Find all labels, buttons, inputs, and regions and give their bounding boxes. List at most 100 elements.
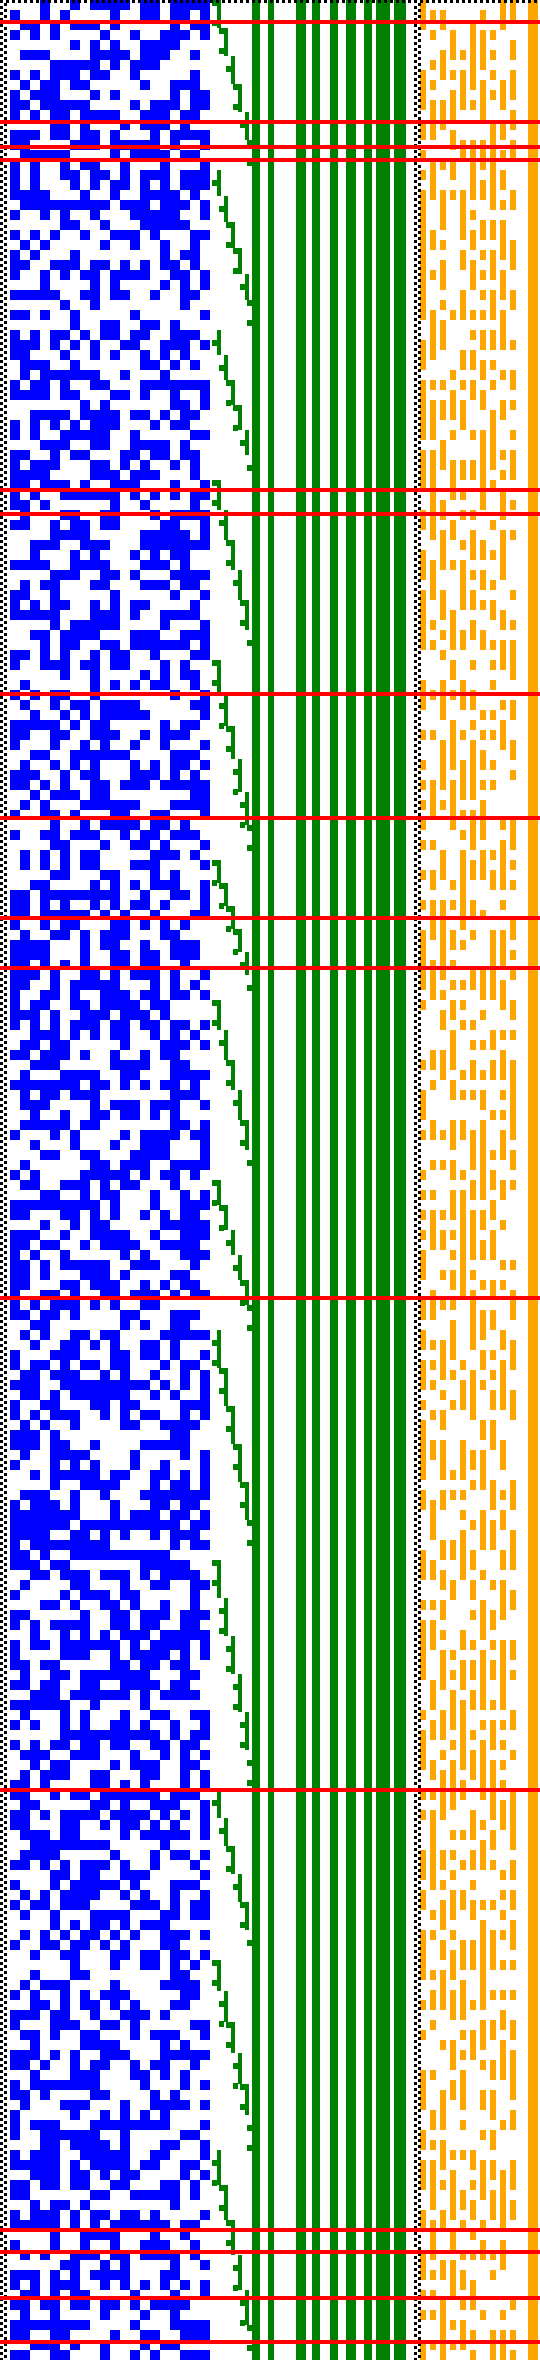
orange-cell: [420, 2070, 426, 2080]
separator-dot: [414, 1362, 417, 1365]
noise-cell: [100, 400, 110, 410]
noise-cell: [120, 1630, 130, 1640]
noise-cell: [150, 190, 160, 200]
noise-cell: [110, 110, 120, 120]
orange-cell: [510, 1930, 516, 1940]
noise-cell: [90, 200, 100, 210]
noise-cell: [50, 290, 60, 300]
noise-cell: [160, 670, 170, 680]
noise-cell: [20, 980, 30, 990]
orange-cell: [430, 620, 436, 630]
noise-cell: [100, 1530, 110, 1540]
orange-cell: [470, 620, 476, 630]
noise-cell: [170, 1180, 180, 1190]
stair-cell: [240, 1722, 245, 1728]
orange-cell: [470, 2180, 476, 2190]
noise-cell: [60, 790, 70, 800]
orange-cell: [430, 2290, 436, 2300]
noise-cell: [80, 1380, 90, 1390]
orange-cell: [450, 1320, 456, 1330]
orange-cell: [500, 1330, 506, 1340]
noise-cell: [110, 50, 120, 60]
noise-cell: [40, 1520, 50, 1530]
left-border-dot: [0, 282, 3, 285]
noise-cell: [130, 1380, 140, 1390]
noise-cell: [160, 160, 170, 170]
orange-cell: [450, 2260, 456, 2270]
orange-cell: [460, 880, 466, 890]
noise-cell: [50, 230, 60, 240]
stair-bar: [231, 726, 235, 759]
noise-cell: [200, 1140, 210, 1150]
left-border-dot: [0, 870, 3, 873]
noise-cell: [50, 1940, 60, 1950]
orange-cell: [480, 640, 486, 650]
stair-cell: [219, 520, 224, 526]
noise-cell: [10, 1880, 20, 1890]
noise-cell: [100, 2150, 110, 2160]
orange-cell: [510, 1060, 516, 1070]
noise-cell: [150, 630, 160, 640]
noise-cell: [100, 980, 110, 990]
separator-dot: [418, 969, 421, 972]
noise-cell: [140, 1010, 150, 1020]
noise-cell: [200, 400, 210, 410]
separator-dot: [414, 978, 417, 981]
separator-dot: [418, 1053, 421, 1056]
noise-cell: [160, 1040, 170, 1050]
noise-cell: [100, 2340, 110, 2350]
orange-cell: [500, 960, 506, 970]
orange-cell: [460, 1660, 466, 1670]
noise-cell: [10, 2280, 20, 2290]
orange-cell: [480, 310, 486, 320]
left-border-dot: [4, 1137, 7, 1140]
orange-cell: [440, 200, 446, 210]
separator-dot: [414, 654, 417, 657]
separator-dot: [418, 735, 421, 738]
left-border-dot: [4, 999, 7, 1002]
orange-cell: [490, 190, 496, 200]
stair-cell: [219, 1225, 224, 1231]
noise-cell: [190, 470, 200, 480]
left-border-dot: [4, 699, 7, 702]
orange-cell: [440, 1020, 446, 1030]
noise-cell: [120, 1950, 130, 1960]
noise-cell: [130, 1640, 140, 1650]
orange-cell: [480, 1700, 486, 1710]
separator-dot: [418, 15, 421, 18]
noise-cell: [80, 1710, 90, 1720]
noise-cell: [30, 1390, 40, 1400]
separator-dot: [414, 1056, 417, 1059]
noise-cell: [30, 970, 40, 980]
orange-cell: [450, 1010, 456, 1020]
orange-cell: [440, 2340, 446, 2350]
orange-cell: [420, 410, 426, 420]
orange-cell: [490, 1400, 496, 1410]
noise-cell: [160, 2070, 170, 2080]
noise-cell: [190, 2160, 200, 2170]
left-border-dot: [0, 150, 3, 153]
orange-cell: [420, 310, 426, 320]
separator-dot: [414, 852, 417, 855]
orange-cell: [500, 240, 506, 250]
noise-cell: [100, 1590, 110, 1600]
orange-cell: [490, 310, 496, 320]
noise-cell: [10, 2210, 20, 2220]
noise-cell: [160, 1170, 170, 1180]
noise-cell: [90, 620, 100, 630]
orange-cell: [490, 1990, 496, 2000]
noise-cell: [100, 220, 110, 230]
noise-cell: [200, 1750, 210, 1760]
orange-cell: [510, 840, 516, 850]
left-border-dot: [0, 780, 3, 783]
orange-cell: [480, 180, 486, 190]
left-border-dot: [0, 294, 3, 297]
stair-cell: [219, 2001, 224, 2007]
noise-cell: [160, 1140, 170, 1150]
noise-cell: [130, 270, 140, 280]
noise-cell: [70, 760, 80, 770]
noise-cell: [10, 2060, 20, 2070]
orange-cell: [470, 750, 476, 760]
noise-cell: [10, 2180, 20, 2190]
noise-cell: [120, 1370, 130, 1380]
